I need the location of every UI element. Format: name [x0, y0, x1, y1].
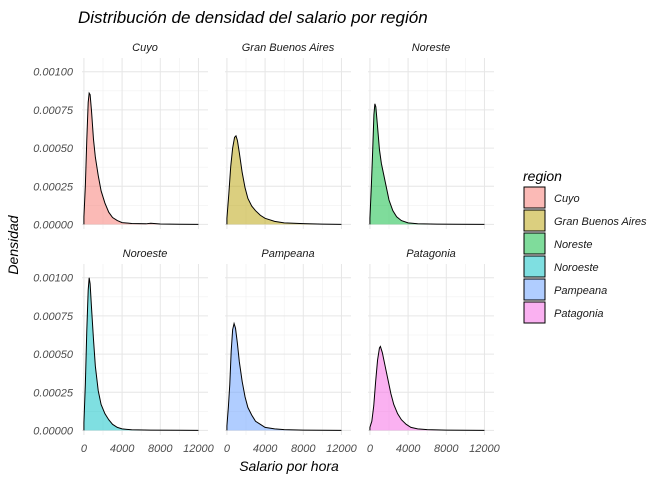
y-tick-label: 0.00025: [33, 387, 74, 399]
facet-label-cuyo: Cuyo: [132, 42, 158, 54]
panel-cuyo: Cuyo: [82, 42, 208, 229]
legend-title: region: [523, 168, 562, 184]
density-line-noreste: [369, 103, 485, 225]
facet-label-gran-buenos-aires: Gran Buenos Aires: [242, 42, 335, 54]
legend-label-noroeste: Noroeste: [554, 262, 599, 274]
y-tick-label: 0.00050: [33, 143, 74, 155]
density-area-patagonia: [369, 346, 485, 431]
panel-patagonia: Patagonia: [368, 248, 494, 435]
legend-item-cuyo: Cuyo: [523, 186, 580, 209]
density-area-cuyo: [83, 93, 199, 225]
panel-gran-buenos-aires: Gran Buenos Aires: [225, 42, 351, 229]
facet-label-noroeste: Noroeste: [123, 248, 168, 260]
x-tick-label: 0: [367, 443, 374, 455]
legend-swatch-patagonia: [523, 301, 546, 324]
density-line-patagonia: [369, 345, 485, 431]
y-tick-label: 0.00050: [33, 349, 74, 361]
density-area-pampeana: [226, 323, 342, 431]
facet-label-pampeana: Pampeana: [261, 248, 314, 260]
density-line-gran-buenos-aires: [226, 134, 342, 225]
x-tick-label: 4000: [110, 443, 135, 455]
density-line-noroeste: [83, 277, 199, 431]
y-tick-label: 0.00100: [33, 67, 74, 79]
legend-item-noreste: Noreste: [523, 232, 593, 255]
legend: Cuyo Gran Buenos Aires Noreste Noroeste Pamp…: [523, 186, 647, 324]
x-tick-label: 8000: [148, 443, 173, 455]
density-area-noreste: [369, 103, 485, 225]
legend-item-gran-buenos-aires: Gran Buenos Aires: [523, 209, 647, 232]
legend-swatch-noroeste: [523, 255, 546, 278]
facet-panels: Cuyo Gran Buenos Aires Noreste Noroeste Pamp…: [82, 42, 494, 435]
y-tick-label: 0.00075: [33, 105, 74, 117]
x-tick-label: 4000: [253, 443, 278, 455]
x-tick-label: 0: [81, 443, 88, 455]
y-tick-label: 0.00025: [33, 181, 74, 193]
x-tick-label: 12000: [183, 443, 214, 455]
legend-swatch-noreste: [523, 232, 546, 255]
x-axis-label: Salario por hora: [239, 458, 339, 474]
y-tick-label: 0.00100: [33, 273, 74, 285]
legend-label-patagonia: Patagonia: [554, 308, 604, 320]
x-tick-label: 8000: [434, 443, 459, 455]
legend-swatch-pampeana: [523, 278, 546, 301]
panel-noroeste: Noroeste: [82, 248, 208, 435]
x-tick-label: 12000: [326, 443, 357, 455]
x-tick-label: 12000: [469, 443, 500, 455]
panel-noreste: Noreste: [368, 42, 494, 229]
y-tick-label: 0.00000: [33, 425, 74, 437]
x-tick-label: 0: [224, 443, 231, 455]
x-tick-label: 4000: [396, 443, 421, 455]
legend-item-pampeana: Pampeana: [523, 278, 607, 301]
legend-item-noroeste: Noroeste: [523, 255, 599, 278]
y-tick-label: 0.00000: [33, 219, 74, 231]
legend-label-cuyo: Cuyo: [554, 193, 580, 205]
panel-pampeana: Pampeana: [225, 248, 351, 435]
facet-label-patagonia: Patagonia: [406, 248, 456, 260]
legend-item-patagonia: Patagonia: [523, 301, 604, 324]
density-area-noroeste: [83, 277, 199, 431]
facet-label-noreste: Noreste: [412, 42, 451, 54]
density-area-gran-buenos-aires: [226, 135, 342, 225]
chart-title: Distribución de densidad del salario por…: [78, 8, 428, 27]
legend-swatch-gran-buenos-aires: [523, 209, 546, 232]
legend-swatch-cuyo: [523, 186, 546, 209]
density-line-pampeana: [226, 321, 342, 431]
axes: 0.00000 0.00025 0.00050 0.00075 0.00100 0.000…: [33, 67, 500, 455]
y-tick-label: 0.00075: [33, 311, 74, 323]
y-axis-label: Densidad: [5, 214, 21, 274]
legend-label-pampeana: Pampeana: [554, 285, 607, 297]
legend-label-noreste: Noreste: [554, 239, 593, 251]
legend-label-gran-buenos-aires: Gran Buenos Aires: [554, 216, 647, 228]
x-tick-label: 8000: [291, 443, 316, 455]
density-line-cuyo: [83, 91, 199, 225]
